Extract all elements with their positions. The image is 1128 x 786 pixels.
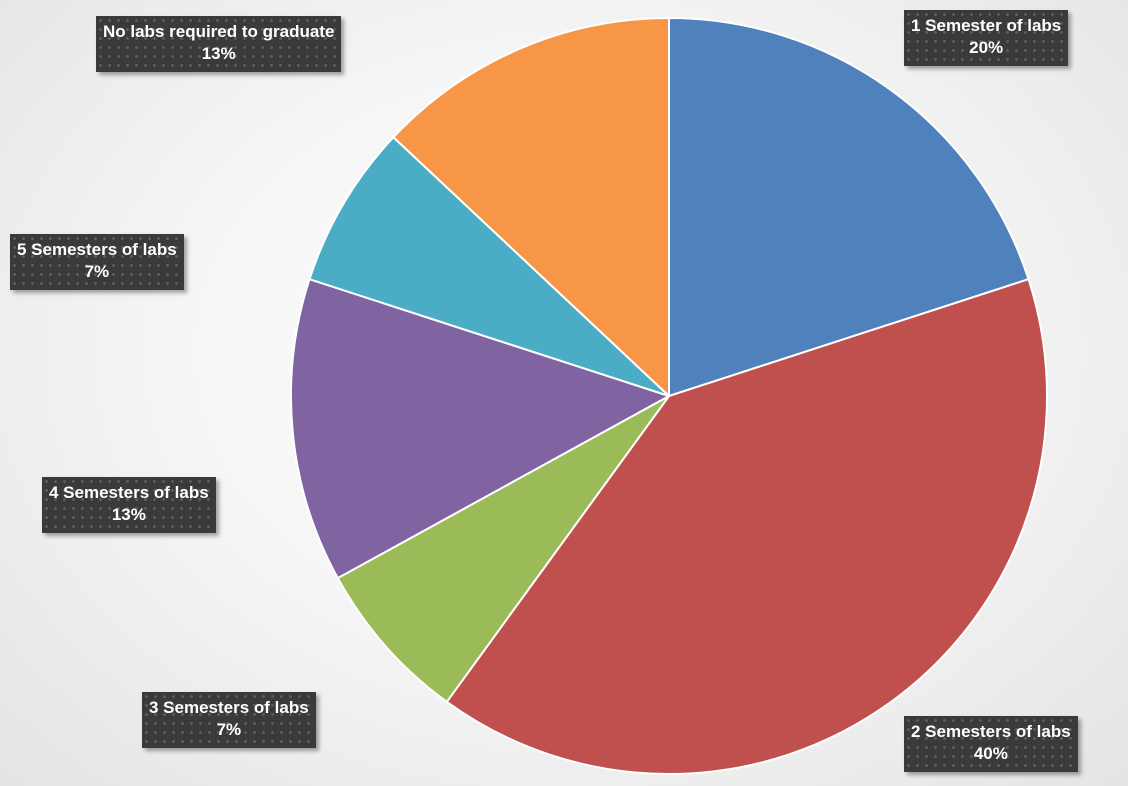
data-label-text: 4 Semesters of labs (49, 483, 209, 502)
data-label-value: 7% (216, 720, 242, 739)
data-label-5-semesters: 5 Semesters of labs 7% (10, 234, 184, 290)
data-label-text: 3 Semesters of labs (149, 698, 309, 717)
pie-slice-6 (392, 17, 670, 397)
data-label-text: No labs required to graduate (103, 22, 335, 41)
data-label-text: 2 Semesters of labs (911, 722, 1071, 741)
pie-slice-1 (668, 17, 1030, 397)
data-label-value: 13% (111, 505, 146, 524)
data-label-2-semesters: 2 Semesters of labs 40% (904, 716, 1078, 772)
pie-slice-4 (290, 278, 670, 580)
pie-slice-3 (336, 395, 670, 703)
data-label-3-semesters: 3 Semesters of labs 7% (142, 692, 316, 748)
data-label-value: 7% (84, 262, 110, 281)
data-label-value: 20% (969, 38, 1004, 57)
data-label-value: 40% (973, 744, 1008, 763)
data-label-value: 13% (201, 44, 236, 63)
data-label-text: 1 Semester of labs (911, 16, 1062, 35)
data-label-no-labs: No labs required to graduate 13% (96, 16, 342, 72)
data-label-1-semester: 1 Semester of labs 20% (904, 10, 1069, 66)
pie-slice-2 (445, 278, 1048, 775)
pie-slice-5 (308, 136, 670, 397)
data-label-4-semesters: 4 Semesters of labs 13% (42, 477, 216, 533)
data-label-text: 5 Semesters of labs (17, 240, 177, 259)
